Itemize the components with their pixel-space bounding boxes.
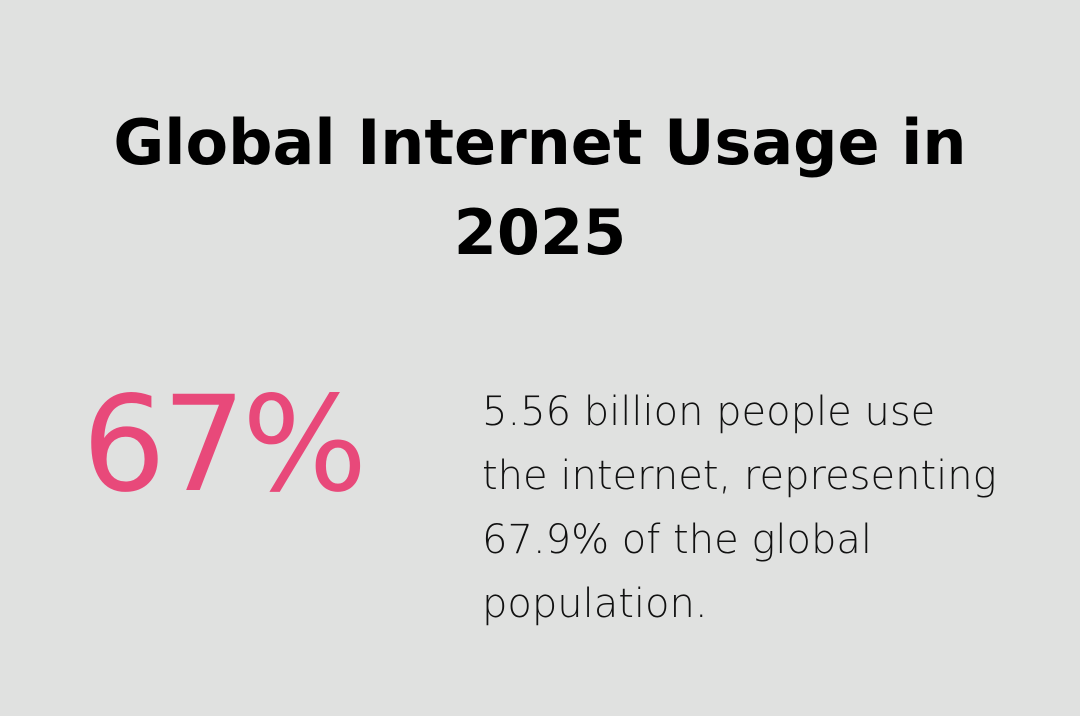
title: Global Internet Usage in 2025 [113, 106, 967, 269]
stat-value: 67% [82, 368, 367, 522]
stat-description: 5.56 billion people use the internet, re… [482, 389, 997, 627]
